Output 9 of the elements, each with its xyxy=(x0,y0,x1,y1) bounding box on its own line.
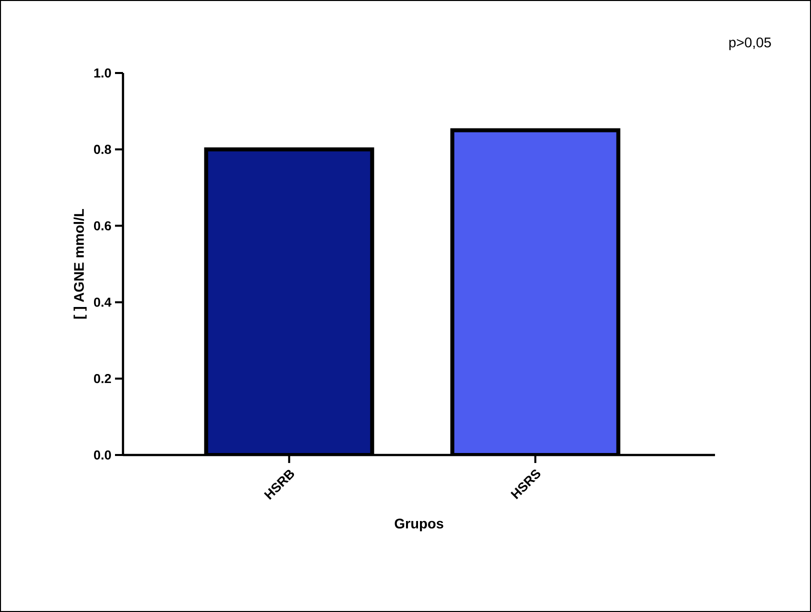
y-tick-label: 1.0 xyxy=(94,68,111,78)
y-tick-label: 0.0 xyxy=(94,450,111,460)
y-tick-label: 0.2 xyxy=(94,374,111,384)
y-axis-title: [ ] AGNE mmol/L xyxy=(74,209,87,319)
y-tick-label: 0.4 xyxy=(94,298,112,307)
y-tick-label: 0.8 xyxy=(94,144,112,154)
y-tick-label: 0.6 xyxy=(94,221,112,230)
x-axis-title: Grupos xyxy=(394,518,444,532)
text: p>0,05 xyxy=(729,38,771,50)
